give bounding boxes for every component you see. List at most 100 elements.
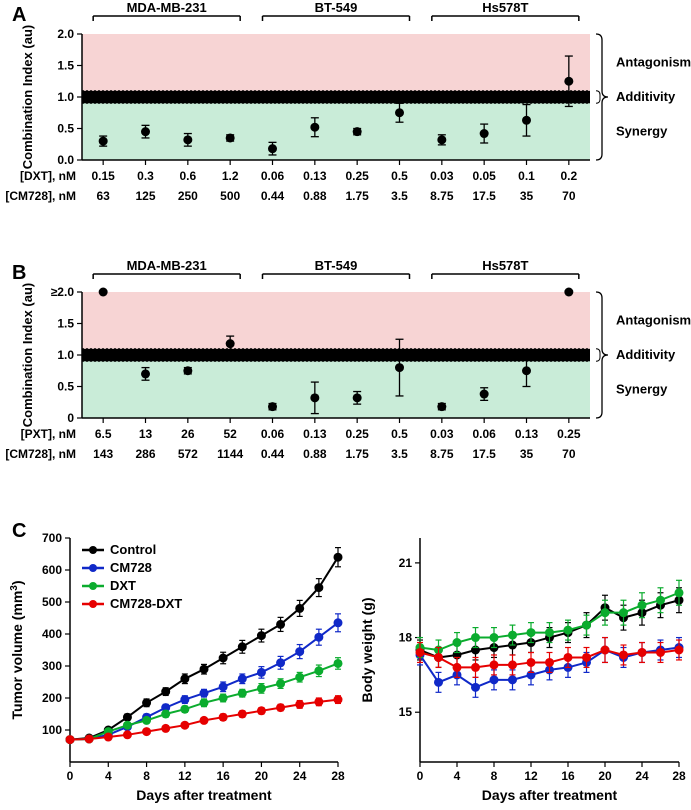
svg-text:CM728-DXT: CM728-DXT xyxy=(110,596,182,611)
svg-text:0: 0 xyxy=(67,411,74,425)
svg-text:Days after treatment: Days after treatment xyxy=(482,787,618,803)
svg-text:20: 20 xyxy=(255,769,269,783)
svg-text:0: 0 xyxy=(67,769,74,783)
panel-b-chart: 0 0.5 1.0 1.5 ≥2.0 Combination Index (au) MDA-… xyxy=(0,258,691,518)
svg-text:0.25: 0.25 xyxy=(557,427,581,441)
svg-text:Antagonism: Antagonism xyxy=(616,312,691,327)
svg-text:600: 600 xyxy=(42,563,62,577)
svg-text:Control: Control xyxy=(110,542,156,557)
svg-text:Synergy: Synergy xyxy=(616,124,668,139)
svg-text:400: 400 xyxy=(42,627,62,641)
svg-text:1.0: 1.0 xyxy=(57,348,74,362)
svg-text:BT-549: BT-549 xyxy=(315,0,358,15)
svg-text:8: 8 xyxy=(143,769,150,783)
svg-text:[CM728], nM: [CM728], nM xyxy=(5,447,76,461)
svg-text:100: 100 xyxy=(42,723,62,737)
figure-root: A B C 0.00.51.01.52.0Combination Index (… xyxy=(0,0,691,810)
svg-text:52: 52 xyxy=(223,427,237,441)
svg-text:700: 700 xyxy=(42,531,62,545)
svg-text:0.15: 0.15 xyxy=(91,169,115,183)
svg-text:300: 300 xyxy=(42,659,62,673)
svg-text:500: 500 xyxy=(220,189,240,203)
svg-text:3.5: 3.5 xyxy=(391,189,408,203)
svg-text:0.88: 0.88 xyxy=(303,189,327,203)
svg-text:0.03: 0.03 xyxy=(430,427,454,441)
svg-text:17.5: 17.5 xyxy=(472,447,496,461)
svg-text:BT-549: BT-549 xyxy=(315,258,358,273)
svg-text:0.88: 0.88 xyxy=(303,447,327,461)
svg-text:1.75: 1.75 xyxy=(345,189,369,203)
svg-text:13: 13 xyxy=(139,427,153,441)
svg-text:200: 200 xyxy=(42,691,62,705)
panel-a-chart: 0.00.51.01.52.0Combination Index (au)MDA… xyxy=(0,0,691,260)
svg-text:1.5: 1.5 xyxy=(57,317,74,331)
svg-text:15: 15 xyxy=(399,705,413,719)
svg-text:21: 21 xyxy=(399,556,413,570)
svg-text:6.5: 6.5 xyxy=(95,427,112,441)
svg-text:63: 63 xyxy=(96,189,110,203)
svg-text:[CM728], nM: [CM728], nM xyxy=(5,189,76,203)
svg-text:0.13: 0.13 xyxy=(303,169,327,183)
svg-text:0.06: 0.06 xyxy=(261,169,285,183)
svg-text:125: 125 xyxy=(135,189,155,203)
svg-text:Tumor volume (mm3): Tumor volume (mm3) xyxy=(9,580,26,719)
svg-text:≥2.0: ≥2.0 xyxy=(51,285,75,299)
svg-text:24: 24 xyxy=(293,769,307,783)
svg-text:Additivity: Additivity xyxy=(616,89,676,104)
svg-text:Body weight (g): Body weight (g) xyxy=(359,598,375,703)
svg-text:0.06: 0.06 xyxy=(472,427,496,441)
svg-text:0.05: 0.05 xyxy=(472,169,496,183)
svg-text:0.3: 0.3 xyxy=(137,169,154,183)
svg-text:20: 20 xyxy=(598,769,612,783)
svg-text:8: 8 xyxy=(491,769,498,783)
svg-text:8.75: 8.75 xyxy=(430,189,454,203)
svg-text:CM728: CM728 xyxy=(110,560,152,575)
svg-text:70: 70 xyxy=(562,447,576,461)
svg-text:28: 28 xyxy=(331,769,345,783)
svg-text:Additivity: Additivity xyxy=(616,347,676,362)
svg-text:28: 28 xyxy=(672,769,686,783)
svg-text:0.13: 0.13 xyxy=(303,427,327,441)
svg-text:35: 35 xyxy=(520,447,534,461)
svg-text:143: 143 xyxy=(93,447,113,461)
svg-text:572: 572 xyxy=(178,447,198,461)
svg-text:0.0: 0.0 xyxy=(57,153,74,167)
svg-text:4: 4 xyxy=(454,769,461,783)
svg-text:Antagonism: Antagonism xyxy=(616,54,691,69)
svg-text:0.5: 0.5 xyxy=(57,380,74,394)
svg-text:0.25: 0.25 xyxy=(345,427,369,441)
svg-text:17.5: 17.5 xyxy=(472,189,496,203)
svg-text:[PXT], nM: [PXT], nM xyxy=(21,427,76,441)
svg-text:3.5: 3.5 xyxy=(391,447,408,461)
svg-text:Synergy: Synergy xyxy=(616,382,668,397)
svg-text:0.44: 0.44 xyxy=(261,189,285,203)
svg-text:16: 16 xyxy=(216,769,230,783)
svg-text:0.1: 0.1 xyxy=(518,169,535,183)
svg-text:24: 24 xyxy=(635,769,649,783)
svg-text:1144: 1144 xyxy=(217,447,243,461)
svg-text:Combination Index (au): Combination Index (au) xyxy=(20,25,35,169)
svg-text:0.5: 0.5 xyxy=(57,122,74,136)
svg-text:1.75: 1.75 xyxy=(345,447,369,461)
svg-text:18: 18 xyxy=(399,631,413,645)
svg-text:DXT: DXT xyxy=(110,578,136,593)
svg-text:Hs578T: Hs578T xyxy=(482,0,528,15)
svg-text:1.2: 1.2 xyxy=(222,169,239,183)
svg-text:70: 70 xyxy=(562,189,576,203)
svg-text:1.0: 1.0 xyxy=(57,90,74,104)
svg-text:8.75: 8.75 xyxy=(430,447,454,461)
svg-text:0.25: 0.25 xyxy=(345,169,369,183)
svg-text:35: 35 xyxy=(520,189,534,203)
svg-text:0.6: 0.6 xyxy=(179,169,196,183)
svg-text:0: 0 xyxy=(417,769,424,783)
svg-text:286: 286 xyxy=(135,447,155,461)
svg-text:0.44: 0.44 xyxy=(261,447,285,461)
svg-text:0.06: 0.06 xyxy=(261,427,285,441)
svg-text:16: 16 xyxy=(561,769,575,783)
svg-text:0.2: 0.2 xyxy=(560,169,577,183)
panel-c-weight-chart: 0481216202428151821Days after treatmentB… xyxy=(350,518,691,810)
svg-text:MDA-MB-231: MDA-MB-231 xyxy=(127,0,207,15)
svg-text:0.5: 0.5 xyxy=(391,169,408,183)
svg-text:MDA-MB-231: MDA-MB-231 xyxy=(127,258,207,273)
svg-text:Combination Index (au): Combination Index (au) xyxy=(20,283,35,427)
